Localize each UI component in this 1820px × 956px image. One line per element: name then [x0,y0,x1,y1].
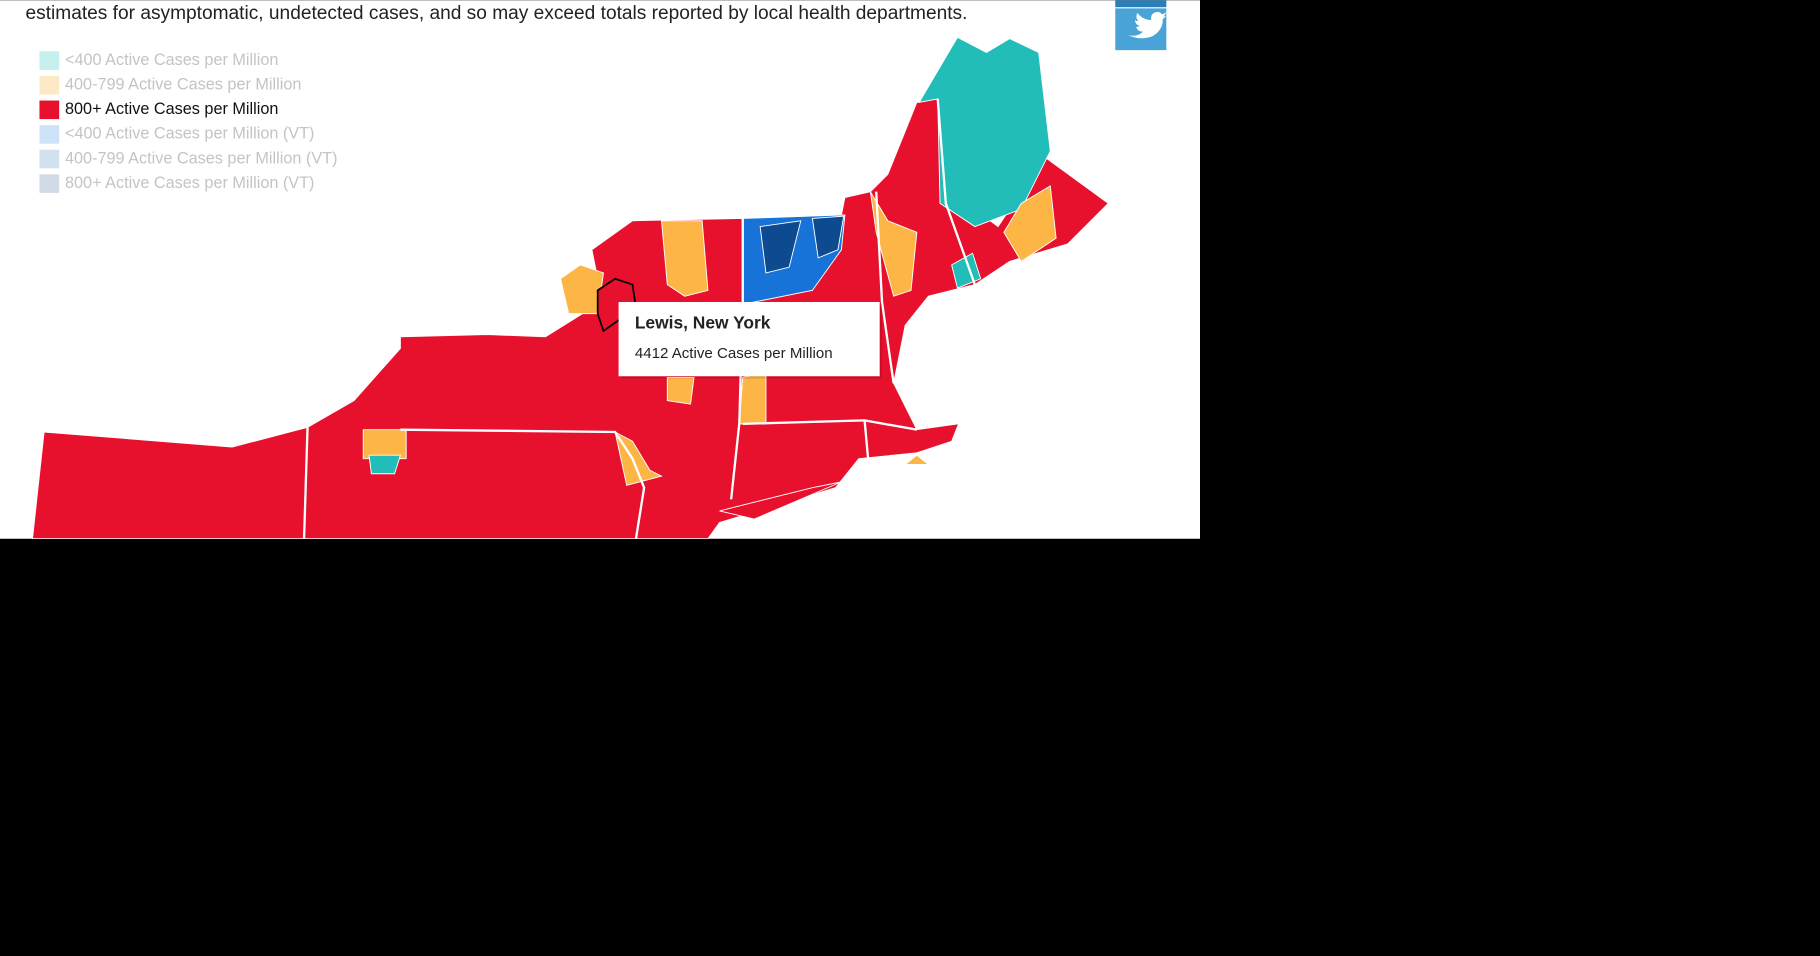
region-orange[interactable] [903,454,930,465]
legend-item[interactable]: 800+ Active Cases per Million [39,100,278,120]
legend-swatch [39,75,60,95]
legend-label: 400-799 Active Cases per Million [65,76,301,94]
tooltip-title: Lewis, New York [635,313,771,333]
state-border [936,98,976,285]
map-regions [32,36,1110,539]
legend-label: 400-799 Active Cases per Million (VT) [65,149,338,167]
region-vt-dark[interactable] [759,220,802,274]
long-island[interactable] [719,481,842,520]
region-orange[interactable] [666,376,695,405]
legend-item[interactable]: 400-799 Active Cases per Million (VT) [39,149,338,169]
legend-label: <400 Active Cases per Million (VT) [65,125,314,143]
legend-swatch [39,149,60,169]
legend-swatch [39,51,60,70]
header-note: estimates for asymptomatic, undetected c… [26,3,968,24]
twitter-icon [1128,11,1167,39]
region-orange[interactable] [614,431,663,486]
region-orange[interactable] [661,220,709,297]
region-vt-dark[interactable] [811,215,845,259]
legend-label: 800+ Active Cases per Million [65,100,278,118]
legend: <400 Active Cases per Million 400-799 Act… [39,51,337,193]
map-panel: estimates for asymptomatic, undetected c… [0,0,1200,539]
legend-swatch [39,125,60,144]
legend-swatch [39,174,60,193]
state-border [302,427,309,539]
tooltip: Lewis, New York 4412 Active Cases per Mi… [618,301,883,379]
legend-item[interactable]: 800+ Active Cases per Million (VT) [39,174,314,193]
state-border [875,191,895,384]
tooltip-value: 4412 Active Cases per Million [635,345,833,362]
state-border [863,420,870,459]
region-orange[interactable] [738,371,767,425]
state-border [400,428,646,539]
region-orange[interactable] [1003,185,1057,263]
legend-item[interactable]: <400 Active Cases per Million [39,51,278,70]
legend-label: 800+ Active Cases per Million (VT) [65,174,314,192]
share-bar [1115,0,1167,8]
region-orange[interactable] [362,429,407,460]
region-orange[interactable] [869,191,918,297]
legend-label: <400 Active Cases per Million [65,51,278,69]
legend-item[interactable]: <400 Active Cases per Million (VT) [39,125,314,144]
state-borders [302,98,976,539]
legend-item[interactable]: 400-799 Active Cases per Million [39,76,301,95]
legend-swatch [39,100,60,120]
twitter-button[interactable] [1115,0,1167,51]
region-teal[interactable] [918,36,1051,228]
region-teal[interactable] [368,454,402,475]
tooltip-box [618,301,880,377]
